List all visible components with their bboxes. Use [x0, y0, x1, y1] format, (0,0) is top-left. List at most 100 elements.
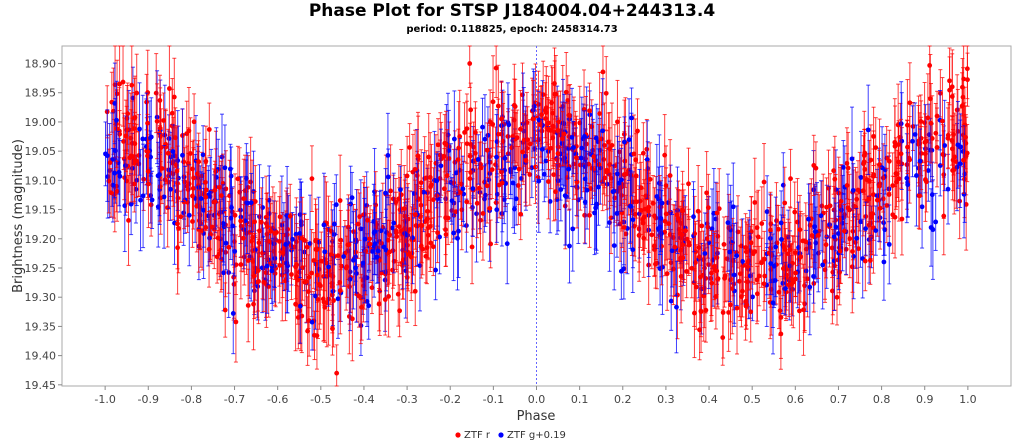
point-marker — [550, 123, 556, 129]
point-marker — [587, 212, 592, 218]
point-marker — [892, 214, 898, 220]
point-marker — [334, 370, 340, 376]
data-point — [899, 92, 905, 191]
point-marker — [378, 228, 384, 234]
point-marker — [927, 63, 933, 68]
point-marker — [831, 168, 837, 174]
chart-subtitle: period: 0.118825, epoch: 2458314.73 — [406, 24, 618, 35]
point-marker — [934, 113, 940, 119]
data-point — [230, 272, 236, 355]
data-point — [433, 239, 438, 301]
point-marker — [772, 278, 778, 283]
point-marker — [640, 150, 646, 156]
data-point — [667, 139, 673, 213]
point-marker — [927, 96, 933, 102]
point-marker — [161, 118, 166, 123]
point-marker — [899, 138, 905, 144]
point-marker — [759, 260, 764, 266]
point-marker — [232, 212, 238, 218]
data-point — [334, 344, 340, 387]
point-marker — [311, 258, 317, 263]
point-marker — [721, 241, 727, 247]
data-point — [309, 293, 315, 351]
point-marker — [664, 271, 670, 277]
point-marker — [165, 150, 171, 156]
point-marker — [388, 188, 394, 194]
data-point — [701, 250, 707, 342]
point-marker — [748, 240, 754, 246]
point-marker — [907, 100, 913, 106]
point-marker — [455, 235, 460, 241]
data-point — [587, 182, 592, 248]
point-marker — [704, 190, 710, 196]
data-point — [686, 208, 692, 276]
data-point — [126, 174, 131, 266]
point-marker — [404, 173, 410, 179]
point-marker — [915, 141, 921, 147]
point-marker — [245, 303, 251, 308]
point-marker — [933, 219, 939, 225]
point-marker — [467, 61, 473, 66]
point-marker — [928, 147, 933, 153]
data-point — [640, 122, 646, 185]
point-marker — [309, 319, 315, 325]
point-marker — [480, 124, 485, 130]
point-marker — [601, 156, 607, 162]
data-point — [369, 222, 375, 281]
point-marker — [686, 181, 691, 187]
point-marker — [493, 65, 499, 71]
point-marker — [858, 175, 864, 180]
point-marker — [485, 132, 491, 138]
point-marker — [947, 78, 952, 84]
point-marker — [312, 332, 317, 338]
point-marker — [899, 216, 905, 222]
point-marker — [734, 253, 740, 259]
point-marker — [178, 214, 184, 220]
point-marker — [788, 176, 793, 182]
point-marker — [615, 119, 620, 125]
point-marker — [141, 176, 147, 182]
point-marker — [435, 142, 441, 148]
data-point — [947, 56, 952, 106]
point-marker — [785, 251, 791, 257]
point-marker — [474, 211, 479, 217]
point-marker — [170, 149, 176, 154]
point-marker — [512, 165, 518, 171]
data-point — [421, 152, 426, 233]
point-marker — [369, 249, 375, 254]
point-marker — [750, 294, 755, 300]
data-point — [305, 254, 311, 329]
point-marker — [782, 200, 788, 206]
point-marker — [490, 121, 496, 127]
data-point — [928, 188, 934, 267]
data-point — [170, 124, 176, 179]
point-marker — [245, 258, 251, 264]
point-marker — [335, 296, 341, 302]
data-point — [730, 162, 736, 252]
point-marker — [686, 239, 692, 245]
point-marker — [293, 301, 298, 307]
data-point — [934, 90, 940, 142]
point-marker — [171, 94, 177, 100]
point-marker — [245, 184, 251, 190]
point-marker — [905, 144, 910, 150]
point-marker — [487, 205, 493, 211]
point-marker — [140, 136, 146, 142]
data-point — [764, 175, 770, 248]
data-point — [910, 105, 915, 178]
point-marker — [277, 262, 283, 268]
point-marker — [740, 259, 745, 264]
point-marker — [752, 200, 758, 205]
point-marker — [469, 244, 475, 250]
data-point — [881, 223, 887, 301]
data-point — [141, 147, 147, 211]
point-marker — [412, 288, 418, 294]
point-marker — [726, 310, 732, 315]
data-point — [761, 143, 767, 222]
point-marker — [597, 111, 603, 116]
point-marker — [309, 176, 315, 182]
data-points — [103, 45, 970, 387]
point-marker — [834, 294, 840, 300]
data-point — [905, 120, 910, 174]
